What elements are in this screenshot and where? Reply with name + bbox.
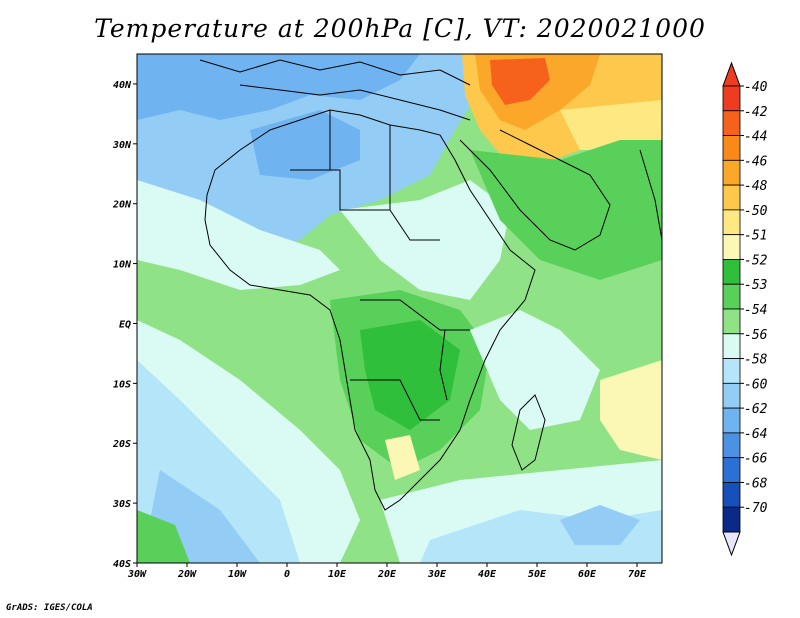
lon-tick-label: 30W <box>127 569 147 580</box>
lon-tick-label: 40E <box>478 569 497 580</box>
border-line <box>290 169 440 241</box>
colorbar-swatch <box>722 209 741 236</box>
colorbar-swatch <box>722 482 741 508</box>
field-region-pale-indianocean <box>470 310 600 430</box>
colorbar-swatch <box>722 159 741 186</box>
colorbar-swatch <box>722 506 741 533</box>
colorbar-label: -51 <box>744 229 767 244</box>
colorbar-label: -50 <box>744 204 768 219</box>
field-region-cold-south <box>560 505 640 545</box>
grads-credit: GrADS: IGES/COLA <box>6 603 93 613</box>
temperature-field <box>137 54 662 563</box>
colorbar-label: -58 <box>744 353 768 368</box>
field-region-pale-westafrica <box>137 180 340 290</box>
field-region-green-arabia <box>470 140 662 280</box>
field-region-hot-core <box>490 58 550 105</box>
europe-coast <box>199 59 471 86</box>
field-region-yellow-southeast <box>600 360 662 460</box>
lon-tick-label: 0 <box>284 569 290 580</box>
great-lakes-line <box>439 329 448 401</box>
field-region-darkgreen-central <box>360 320 460 430</box>
colorbar-label: -53 <box>744 278 767 293</box>
colorbar-swatch <box>722 135 741 161</box>
colorbar-swatch <box>722 358 741 384</box>
india-coast <box>639 149 662 241</box>
lon-tick-label: 30E <box>427 569 447 580</box>
plot-frame <box>136 53 663 564</box>
colorbar-label: -48 <box>744 179 768 194</box>
lat-tick-label: 40N <box>113 80 132 91</box>
lat-tick-label: 20S <box>112 439 131 450</box>
colorbar-label: -44 <box>744 130 767 145</box>
border-line <box>350 379 440 421</box>
lon-tick-label: 70E <box>628 569 647 580</box>
colorbar-swatch <box>722 407 741 434</box>
lon-tick-label: 20E <box>377 569 397 580</box>
lat-tick-label: 10N <box>113 260 132 271</box>
field-region-pale-yellow <box>560 100 662 150</box>
longitude-ticks: 30W 20W 10W 0 10E 20E 30E 40E 50E 60E 70E <box>127 563 647 580</box>
lat-tick-label: 30N <box>112 140 132 151</box>
colorbar: -40 -42 -44 -46 -48 -50 -51 -52 -53 -54 -56 -58 -60 -… <box>722 61 768 557</box>
field-region-green-southwest <box>137 510 190 563</box>
colorbar-label: -64 <box>744 427 767 442</box>
latitude-ticks: 40N 30N 20N 10N EQ 10S 20S 30S 40S <box>112 80 137 570</box>
lat-tick-label: 20N <box>112 200 132 211</box>
colorbar-label: -56 <box>744 328 768 343</box>
lon-tick-label: 10W <box>228 569 247 580</box>
colorbar-label: -60 <box>744 377 768 392</box>
madagascar-coast <box>511 394 546 471</box>
colorbar-label: -54 <box>744 303 767 318</box>
field-region-cold-core <box>137 54 420 120</box>
colorbar-swatch <box>722 283 741 310</box>
field-region-yellow-south <box>385 435 420 480</box>
colorbar-label: -68 <box>744 476 768 491</box>
lat-tick-label: 10S <box>113 379 131 390</box>
colorbar-swatch <box>722 382 741 409</box>
mediterranean-coast <box>239 84 471 121</box>
colorbar-label: -70 <box>744 501 768 516</box>
border-line <box>360 299 470 331</box>
lon-tick-label: 60E <box>578 569 597 580</box>
colorbar-swatch <box>722 184 741 211</box>
colorbar-label: -66 <box>744 452 768 467</box>
coastlines <box>199 59 662 511</box>
map-title: Temperature at 200hPa [C], VT: 202002100… <box>94 14 706 43</box>
colorbar-swatch <box>722 234 741 260</box>
colorbar-label: -40 <box>744 80 768 95</box>
colorbar-swatch <box>722 110 741 136</box>
colorbar-swatch <box>722 333 741 359</box>
lat-tick-label: EQ <box>119 319 131 330</box>
colorbar-label: -62 <box>744 402 768 417</box>
arabia-coast <box>459 129 611 251</box>
africa-coastline <box>204 109 536 511</box>
colorbar-swatch <box>722 457 741 483</box>
colorbar-swatch <box>722 308 741 335</box>
lat-tick-label: 40S <box>113 559 131 570</box>
colorbar-label: -42 <box>744 105 768 120</box>
colorbar-swatch <box>722 259 741 285</box>
lon-tick-label: 50E <box>528 569 547 580</box>
colorbar-label: -52 <box>744 253 768 268</box>
colorbar-swatch <box>722 85 741 112</box>
lat-tick-label: 30S <box>112 499 131 510</box>
colorbar-bottom-arrow <box>722 531 741 557</box>
colorbar-swatch <box>722 432 741 459</box>
colorbar-label: -46 <box>744 154 768 169</box>
lon-tick-label: 20W <box>177 569 197 580</box>
lon-tick-label: 10E <box>328 569 347 580</box>
colorbar-top-arrow <box>722 61 741 87</box>
